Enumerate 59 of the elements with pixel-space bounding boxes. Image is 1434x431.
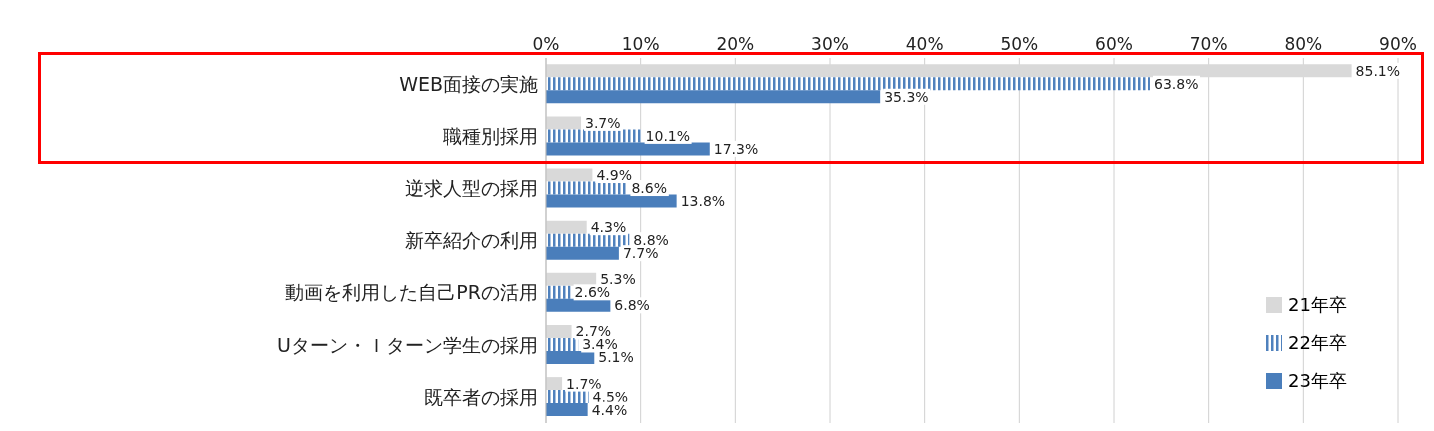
y-tick-label: 逆求人型の採用 [405,177,538,200]
data-label: 3.7% [585,114,621,131]
bar [546,168,593,182]
data-label: 10.1% [645,127,691,144]
bar [546,116,582,130]
data-label: 2.6% [574,284,611,301]
legend-label: 22年卒 [1288,331,1347,355]
data-label: 4.4% [591,401,628,418]
data-label: 17.3% [713,140,759,157]
data-label: 85.1% [1355,62,1401,79]
bar [546,246,619,260]
x-tick-label: 40% [905,34,944,54]
data-label: 8.6% [631,180,667,197]
legend-label: 23年卒 [1288,369,1347,393]
data-label: 7.7% [622,245,659,262]
x-tick-label: 20% [716,34,755,54]
data-label: 6.8% [614,297,650,314]
x-tick-label: 80% [1284,34,1323,54]
y-tick-label: 動画を利用した自己PRの活用 [285,281,538,304]
data-label: 3.4% [582,336,618,353]
bar [546,272,597,286]
bar [546,390,589,404]
x-tick-label: 70% [1189,34,1228,54]
bar [546,90,881,104]
bar [546,233,630,247]
bar [546,403,588,417]
bar [546,142,710,156]
data-label: 4.3% [590,219,627,236]
bar [546,129,642,143]
bar [546,324,572,338]
x-tick-label: 30% [811,34,849,54]
x-tick-label: 60% [1095,34,1133,54]
y-tick-label: 既卒者の採用 [424,385,538,408]
y-tick-label: 職種別採用 [443,124,538,147]
data-label: 4.5% [592,388,629,405]
x-tick-label: 90% [1379,34,1417,54]
data-label: 8.8% [633,232,669,249]
bar [546,181,628,195]
data-label: 1.7% [566,375,602,392]
x-tick-label: 50% [1000,34,1039,54]
bar [546,220,587,234]
bar [546,377,563,391]
bar [546,77,1150,91]
data-label: 2.7% [575,323,612,340]
data-label: 63.8% [1153,75,1199,92]
legend-label: 21年卒 [1288,293,1347,317]
y-tick-label: Uターン・Ｉターン学生の採用 [277,333,538,356]
bar [546,350,595,364]
data-label: 4.9% [596,167,632,184]
bar [546,285,571,299]
bar [546,298,611,312]
data-label: 13.8% [680,193,726,210]
x-tick-label: 10% [621,34,660,54]
bar [546,194,677,208]
x-tick-label: 0% [532,34,560,54]
data-label: 35.3% [884,88,929,105]
bar [546,337,579,351]
y-tick-label: WEB面接の実施 [399,72,538,95]
y-tick-label: 新卒紹介の利用 [405,229,538,252]
